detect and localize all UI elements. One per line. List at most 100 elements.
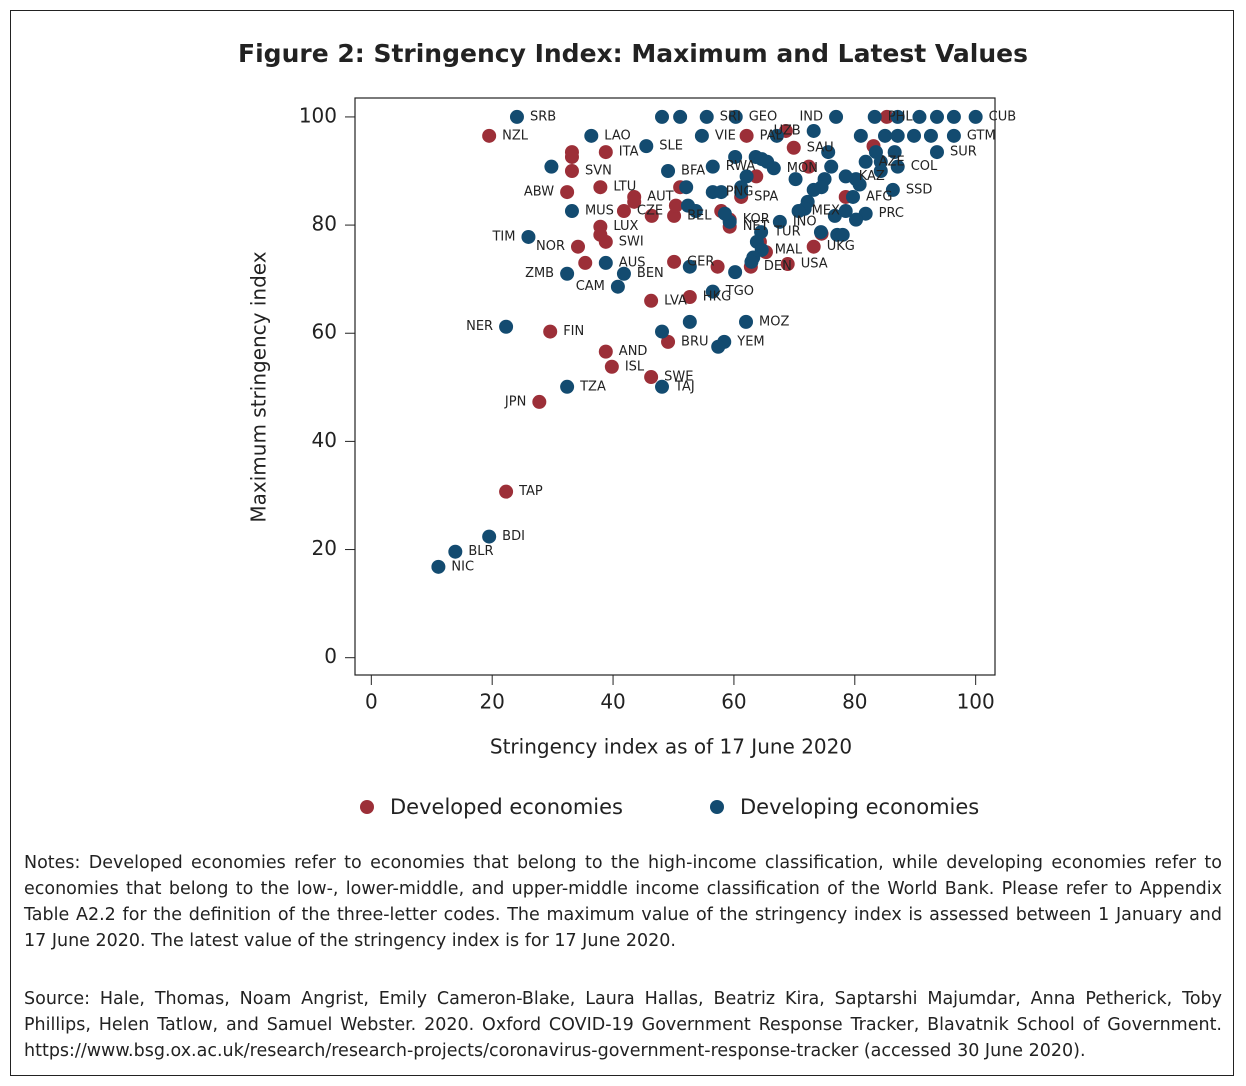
point [887, 145, 902, 160]
point-label: TZA [579, 379, 606, 394]
frame [10, 10, 1234, 1076]
point [655, 109, 670, 124]
point [885, 182, 900, 197]
point-label: RWA [726, 159, 756, 174]
point-label: UKG [827, 239, 855, 254]
point [838, 169, 853, 184]
point [598, 344, 613, 359]
point [890, 159, 905, 174]
y-tick-label: 60 [312, 320, 337, 344]
point [739, 128, 754, 143]
plot-frame [354, 97, 996, 676]
point [661, 334, 676, 349]
point [806, 239, 821, 254]
point-label: SRB [530, 109, 556, 124]
point [878, 128, 893, 143]
point [499, 484, 514, 499]
point-label: AZE [879, 154, 905, 169]
point [821, 145, 836, 160]
point-label: CAM [576, 279, 605, 294]
point-label: SWE [664, 370, 693, 385]
point [824, 159, 839, 174]
chart: Figure 2: Stringency Index: Maximum and … [238, 39, 1028, 819]
point [627, 194, 642, 209]
point [655, 324, 670, 339]
point [801, 159, 816, 174]
point [668, 198, 683, 213]
point-label: GEO [749, 109, 778, 124]
point-label: IND [799, 109, 823, 124]
point [673, 109, 688, 124]
legend-marker [710, 800, 724, 814]
point-label: BRU [681, 334, 708, 349]
point [564, 204, 579, 219]
point [858, 154, 873, 169]
point-label: PNG [726, 185, 754, 200]
point-label: NER [466, 319, 493, 334]
point [749, 169, 764, 184]
point [544, 159, 559, 174]
point-label: SAU [807, 140, 834, 155]
x-tick-label: 0 [365, 690, 378, 714]
point [835, 227, 850, 242]
point-label: LTU [613, 180, 636, 195]
point-label: PHL [888, 109, 914, 124]
point [448, 544, 463, 559]
point-label: NZL [502, 128, 529, 143]
chart-title: Figure 2: Stringency Index: Maximum and … [238, 39, 1028, 68]
point [667, 254, 682, 269]
point [912, 109, 927, 124]
point-label: HKG [703, 290, 731, 305]
point [655, 379, 670, 394]
point [598, 145, 613, 160]
point-label: FIN [563, 324, 584, 339]
point [728, 265, 743, 280]
legend-label: Developed economies [390, 795, 623, 819]
point-label: KAZ [859, 169, 885, 184]
point [499, 319, 514, 334]
point [644, 293, 659, 308]
x-tick-label: 80 [842, 690, 867, 714]
point [543, 324, 558, 339]
point-label: MUS [585, 204, 614, 219]
point-label: MOZ [759, 314, 789, 329]
point [610, 279, 625, 294]
point-label: SLE [659, 139, 683, 154]
point [788, 172, 803, 187]
point [711, 339, 726, 354]
point [879, 109, 894, 124]
point [616, 204, 631, 219]
point [431, 559, 446, 574]
point-label: TAJ [674, 379, 695, 394]
y-tick-label: 0 [324, 644, 337, 668]
point-label: SSD [906, 182, 933, 197]
notes: Notes: Developed economies refer to econ… [24, 853, 1222, 951]
point [873, 164, 888, 179]
point-label: VIE [715, 128, 736, 143]
point-label: GER [687, 254, 714, 269]
point [521, 229, 536, 244]
point-label: SWI [619, 234, 644, 249]
point [766, 161, 781, 176]
point [739, 314, 754, 329]
source: Source: Hale, Thomas, Noam Angrist, Emil… [24, 989, 1222, 1061]
point [728, 109, 743, 124]
point-label: GTM [967, 128, 996, 143]
point [714, 185, 729, 200]
point-label: LAO [604, 128, 630, 143]
point-label: USA [801, 257, 828, 272]
point [829, 109, 844, 124]
point [734, 180, 749, 195]
point [780, 257, 795, 272]
point [806, 182, 821, 197]
point [560, 379, 575, 394]
point-label: NIC [451, 559, 474, 574]
point-label: ITA [619, 145, 639, 160]
point [688, 204, 703, 219]
y-tick-label: 20 [312, 536, 337, 560]
point [682, 290, 697, 305]
point-label: MON [787, 161, 818, 176]
point [564, 149, 579, 164]
point [739, 169, 754, 184]
